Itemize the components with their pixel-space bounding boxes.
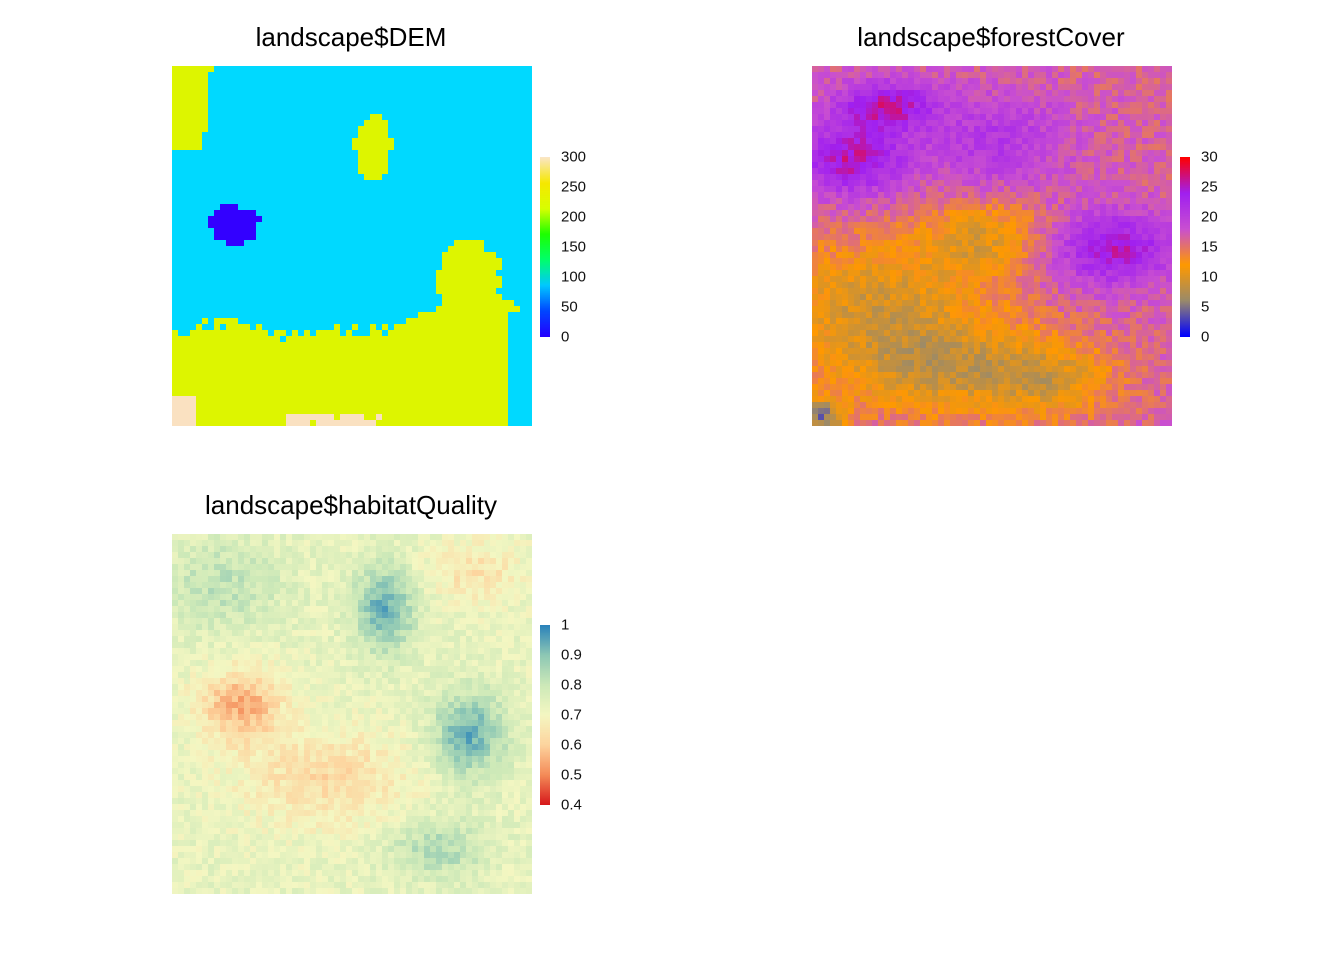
legend-tick-label: 0.4: [561, 796, 582, 814]
legend-tick-label: 150: [561, 238, 587, 256]
dem-title: landscape$DEM: [255, 22, 447, 52]
legend-tick-label: 0.7: [561, 706, 582, 724]
habitat-quality-legend-colorbar: [540, 625, 550, 805]
legend-tick-label: 0: [561, 328, 570, 346]
legend-tick-label: 25: [1201, 178, 1218, 196]
legend-tick-label: 5: [1201, 298, 1210, 316]
legend-tick-label: 0.8: [561, 676, 582, 694]
legend-tick-label: 30: [1201, 148, 1218, 166]
legend-tick-label: 0.6: [561, 736, 582, 754]
legend-tick-label: 250: [561, 178, 587, 196]
legend-tick-label: 15: [1201, 238, 1218, 256]
legend-tick-label: 50: [561, 298, 578, 316]
dem-raster: [172, 66, 532, 426]
forest-cover-title: landscape$forestCover: [857, 22, 1125, 52]
legend-tick-label: 300: [561, 148, 587, 166]
legend-tick-label: 20: [1201, 208, 1218, 226]
legend-tick-label: 0.9: [561, 646, 582, 664]
habitat-quality-title: landscape$habitatQuality: [205, 490, 497, 520]
legend-tick-label: 1: [561, 616, 570, 634]
forest-cover-raster: [812, 66, 1172, 426]
legend-tick-label: 0: [1201, 328, 1210, 346]
legend-tick-label: 100: [561, 268, 587, 286]
legend-tick-label: 10: [1201, 268, 1218, 286]
dem-legend-colorbar: [540, 157, 550, 337]
legend-tick-label: 200: [561, 208, 587, 226]
legend-tick-label: 0.5: [561, 766, 582, 784]
habitat-quality-raster: [172, 534, 532, 894]
forest-cover-legend-colorbar: [1180, 157, 1190, 337]
